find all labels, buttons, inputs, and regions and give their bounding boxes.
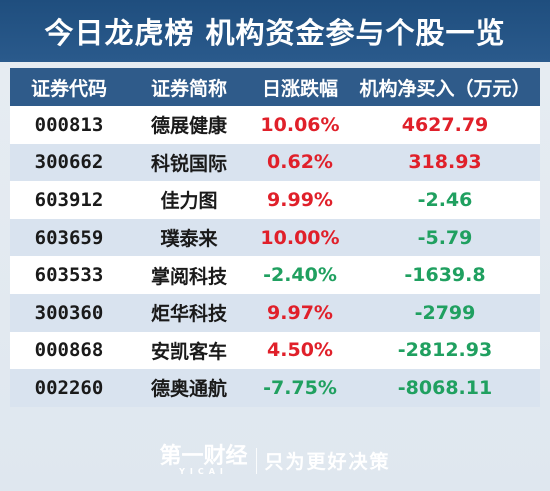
cell-change: -7.75% xyxy=(263,376,337,399)
cell-code: 000813 xyxy=(34,113,104,136)
slogan: 只为更好决策 xyxy=(264,451,391,473)
header-name: 证券简称 xyxy=(150,77,227,100)
yicai-logo: 第一财经 YICAI xyxy=(159,445,247,477)
cell-net-buy: -2799 xyxy=(414,301,476,324)
cell-change: 0.62% xyxy=(267,151,333,174)
header-change: 日涨跌幅 xyxy=(261,77,338,100)
table-row: 300360 炬华科技 9.97% -2799 xyxy=(10,293,540,332)
cell-code: 002260 xyxy=(34,376,104,399)
cell-name: 佳力图 xyxy=(160,190,218,213)
table-header: 证券代码 证券简称 日涨跌幅 机构净买入（万元） xyxy=(10,68,540,106)
cell-net-buy: -2812.93 xyxy=(397,339,493,362)
cell-name: 璞泰来 xyxy=(160,228,218,251)
cell-name: 科锐国际 xyxy=(150,152,227,175)
cell-code: 603912 xyxy=(34,188,104,211)
cell-code: 603533 xyxy=(34,264,104,287)
cell-name: 安凯客车 xyxy=(150,340,227,363)
cell-net-buy: -1639.8 xyxy=(404,264,486,287)
logo-sub: YICAI xyxy=(179,466,228,476)
header-net-buy: 机构净买入（万元） xyxy=(359,77,531,100)
cell-net-buy: -2.46 xyxy=(417,188,473,211)
cell-name: 掌阅科技 xyxy=(150,265,227,288)
cell-change: 10.00% xyxy=(260,226,340,249)
page-title: 今日龙虎榜 机构资金参与个股一览 xyxy=(44,16,506,50)
cell-change: 9.99% xyxy=(267,188,333,211)
table-row: 300662 科锐国际 0.62% 318.93 xyxy=(10,143,540,182)
cell-change: 10.06% xyxy=(260,113,340,136)
table-row: 000868 安凯客车 4.50% -2812.93 xyxy=(10,331,540,370)
cell-code: 300360 xyxy=(34,301,104,324)
table-row: 603533 掌阅科技 -2.40% -1639.8 xyxy=(10,256,540,294)
cell-code: 603659 xyxy=(34,226,104,249)
cell-net-buy: 318.93 xyxy=(408,151,482,174)
cell-net-buy: -5.79 xyxy=(417,226,473,249)
cell-code: 300662 xyxy=(34,151,104,174)
header-code: 证券代码 xyxy=(30,77,107,100)
data-table: 证券代码 证券简称 日涨跌幅 机构净买入（万元） 000813 德展健康 10.… xyxy=(10,68,540,407)
cell-name: 德奥通航 xyxy=(150,378,227,401)
cell-net-buy: 4627.79 xyxy=(401,113,489,136)
table-row: 002260 德奥通航 -7.75% -8068.11 xyxy=(10,369,540,407)
cell-change: 4.50% xyxy=(267,339,333,362)
cell-name: 德展健康 xyxy=(150,115,227,138)
footer: 第一财经 YICAI 只为更好决策 xyxy=(0,430,550,491)
logo-text: 第一财经 xyxy=(159,442,248,469)
cell-change: 9.97% xyxy=(267,301,333,324)
cell-code: 000868 xyxy=(34,339,104,362)
cell-change: -2.40% xyxy=(263,264,337,287)
table-row: 603912 佳力图 9.99% -2.46 xyxy=(10,181,540,219)
divider xyxy=(255,447,257,474)
table-row: 000813 德展健康 10.06% 4627.79 xyxy=(10,106,540,144)
table-row: 603659 璞泰来 10.00% -5.79 xyxy=(10,218,540,257)
cell-name: 炬华科技 xyxy=(150,303,227,326)
cell-net-buy: -8068.11 xyxy=(397,376,493,399)
